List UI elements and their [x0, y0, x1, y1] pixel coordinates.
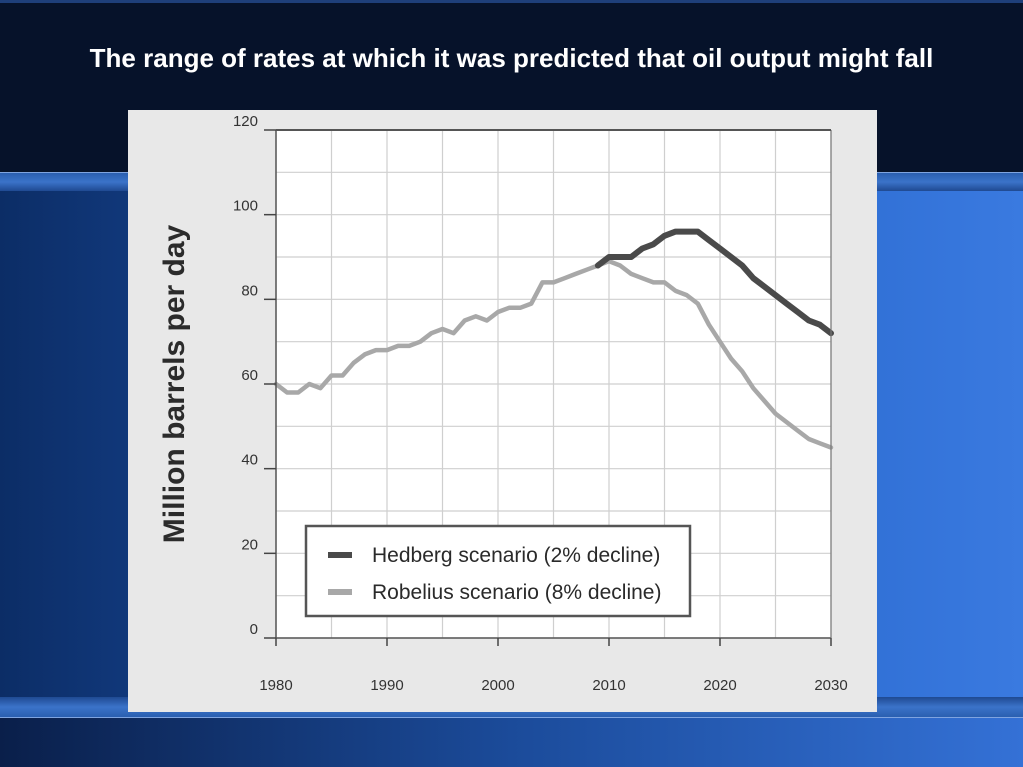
y-tick-label: 0 [250, 621, 258, 638]
series-lines [273, 228, 834, 450]
y-tick-label: 40 [241, 452, 258, 469]
y-axis-label: Million barrels per day [158, 224, 191, 543]
y-tick-label: 100 [233, 198, 258, 215]
slide-title: The range of rates at which it was predi… [89, 43, 934, 73]
y-tick-label: 80 [241, 282, 258, 299]
chart-panel: 0 20 40 60 80 100 120 1980 1990 2000 2010 2020 2030 … [128, 110, 877, 712]
legend-box [304, 524, 692, 618]
tick-labels: 0 20 40 60 80 100 120 1980 1990 2000 2010 2020 2030 [233, 113, 848, 694]
x-tick-label: 1980 [259, 677, 292, 694]
legend-label-robelius: Robelius scenario (8% decline) [372, 581, 661, 604]
legend-label-hedberg: Hedberg scenario (2% decline) [372, 544, 660, 567]
x-tick-label: 2020 [703, 677, 736, 694]
slide-footer-band [0, 718, 1023, 767]
series-line-hedberg [594, 228, 834, 337]
y-tick-label: 20 [241, 536, 258, 553]
y-tick-label: 60 [241, 367, 258, 384]
series-line-robelius [273, 258, 834, 450]
y-tick-label: 120 [233, 113, 258, 130]
x-tick-label: 1990 [370, 677, 403, 694]
x-tick-label: 2030 [814, 677, 847, 694]
x-tick-label: 2010 [592, 677, 625, 694]
x-tick-label: 2000 [481, 677, 514, 694]
legend: Hedberg scenario (2% decline) Robelius s… [304, 524, 692, 618]
